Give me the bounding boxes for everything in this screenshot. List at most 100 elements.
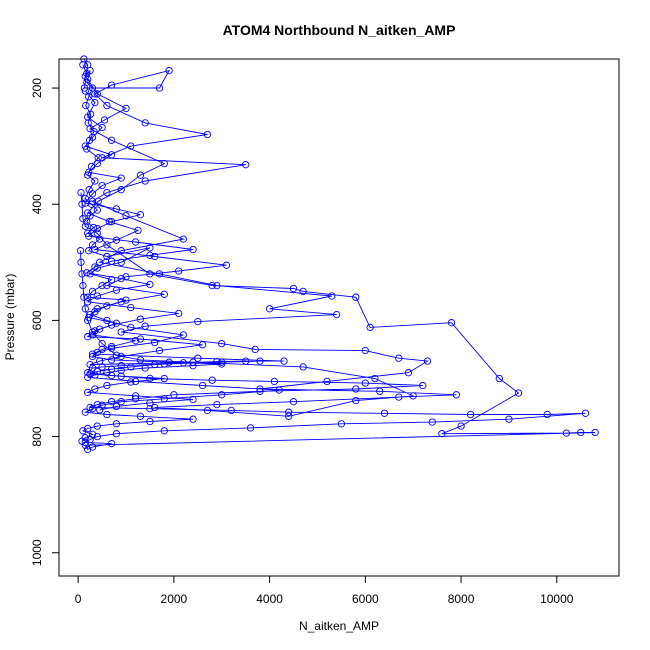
data-point [242, 161, 250, 169]
data-point [165, 66, 173, 75]
data-point [275, 386, 283, 394]
data-point [91, 98, 99, 107]
chart-title: ATOM4 Northbound N_aitken_AMP [223, 22, 456, 38]
data-point [80, 293, 88, 301]
data-point [96, 406, 104, 414]
data-point [83, 269, 91, 277]
data-point [562, 429, 571, 437]
data-point [86, 360, 94, 369]
data-point [280, 357, 288, 365]
data-point [136, 412, 145, 420]
data-point [189, 415, 197, 423]
data-point [112, 351, 121, 359]
data-point [117, 186, 125, 194]
data-point [404, 369, 413, 377]
data-point [146, 244, 154, 252]
data-point [222, 261, 231, 269]
data-point [218, 360, 226, 368]
data-point [127, 323, 135, 332]
data-point [84, 445, 92, 454]
data-point [103, 241, 111, 249]
data-point [117, 352, 125, 361]
data-point [84, 424, 92, 433]
data-point [107, 276, 116, 284]
data-point [131, 392, 140, 400]
data-point [88, 430, 97, 438]
data-point [371, 374, 379, 383]
data-point [79, 215, 87, 223]
data-point [85, 93, 93, 101]
data-point [82, 101, 90, 110]
data-point [242, 357, 250, 365]
data-point [155, 84, 164, 92]
data-point [160, 290, 168, 298]
data-point [505, 415, 513, 423]
data-point [495, 374, 503, 383]
data-point [122, 104, 130, 113]
data-point [93, 422, 101, 430]
data-point [93, 159, 101, 168]
data-point [86, 370, 94, 378]
data-point [103, 302, 111, 310]
data-point [208, 376, 216, 384]
data-point [332, 310, 341, 319]
x-tick-label: 6000 [352, 592, 379, 606]
data-point [218, 339, 226, 348]
data-point [438, 430, 446, 438]
data-point [514, 389, 523, 397]
y-tick-label: 1000 [30, 539, 44, 566]
data-point [100, 116, 109, 124]
data-point [103, 101, 111, 110]
series-line [81, 79, 280, 442]
y-tick-label: 600 [30, 310, 44, 330]
data-point [141, 119, 149, 127]
data-point [81, 408, 89, 416]
x-tick-label: 10000 [540, 592, 574, 606]
data-point [395, 354, 403, 362]
data-point [160, 159, 168, 168]
data-point [103, 369, 111, 377]
data-point [117, 258, 125, 266]
data-point [577, 428, 585, 437]
data-point [103, 316, 111, 325]
data-point [78, 200, 86, 208]
data-point [78, 437, 86, 445]
data-point [337, 420, 346, 428]
data-point [88, 405, 97, 413]
data-point [112, 402, 121, 411]
series-3 [78, 75, 283, 445]
data-point [93, 90, 101, 98]
data-point [103, 410, 111, 419]
data-point [165, 358, 173, 366]
data-point [112, 205, 121, 213]
data-point [175, 267, 183, 275]
data-point [84, 209, 92, 217]
data-point [289, 284, 298, 293]
data-point [146, 374, 154, 383]
data-point [285, 412, 293, 420]
data-point [151, 403, 159, 412]
data-point [86, 310, 94, 319]
data-point [83, 69, 91, 78]
data-point [89, 223, 98, 232]
data-point [96, 325, 104, 333]
data-point [323, 377, 331, 386]
data-point [141, 177, 149, 185]
data-point [117, 328, 125, 336]
data-point [127, 363, 135, 371]
data-point [117, 174, 125, 182]
data-point [117, 247, 125, 255]
data-point [107, 257, 116, 265]
data-point [84, 388, 92, 397]
data-point [131, 238, 140, 246]
y-axis-label: Pressure (mbar) [3, 274, 17, 361]
data-point [146, 399, 154, 407]
data-point [136, 211, 145, 219]
data-point [328, 292, 336, 300]
data-point [91, 263, 99, 271]
data-point [136, 335, 145, 343]
data-point [107, 321, 116, 329]
data-point [96, 357, 104, 365]
data-point [81, 87, 89, 95]
data-point [93, 224, 101, 233]
